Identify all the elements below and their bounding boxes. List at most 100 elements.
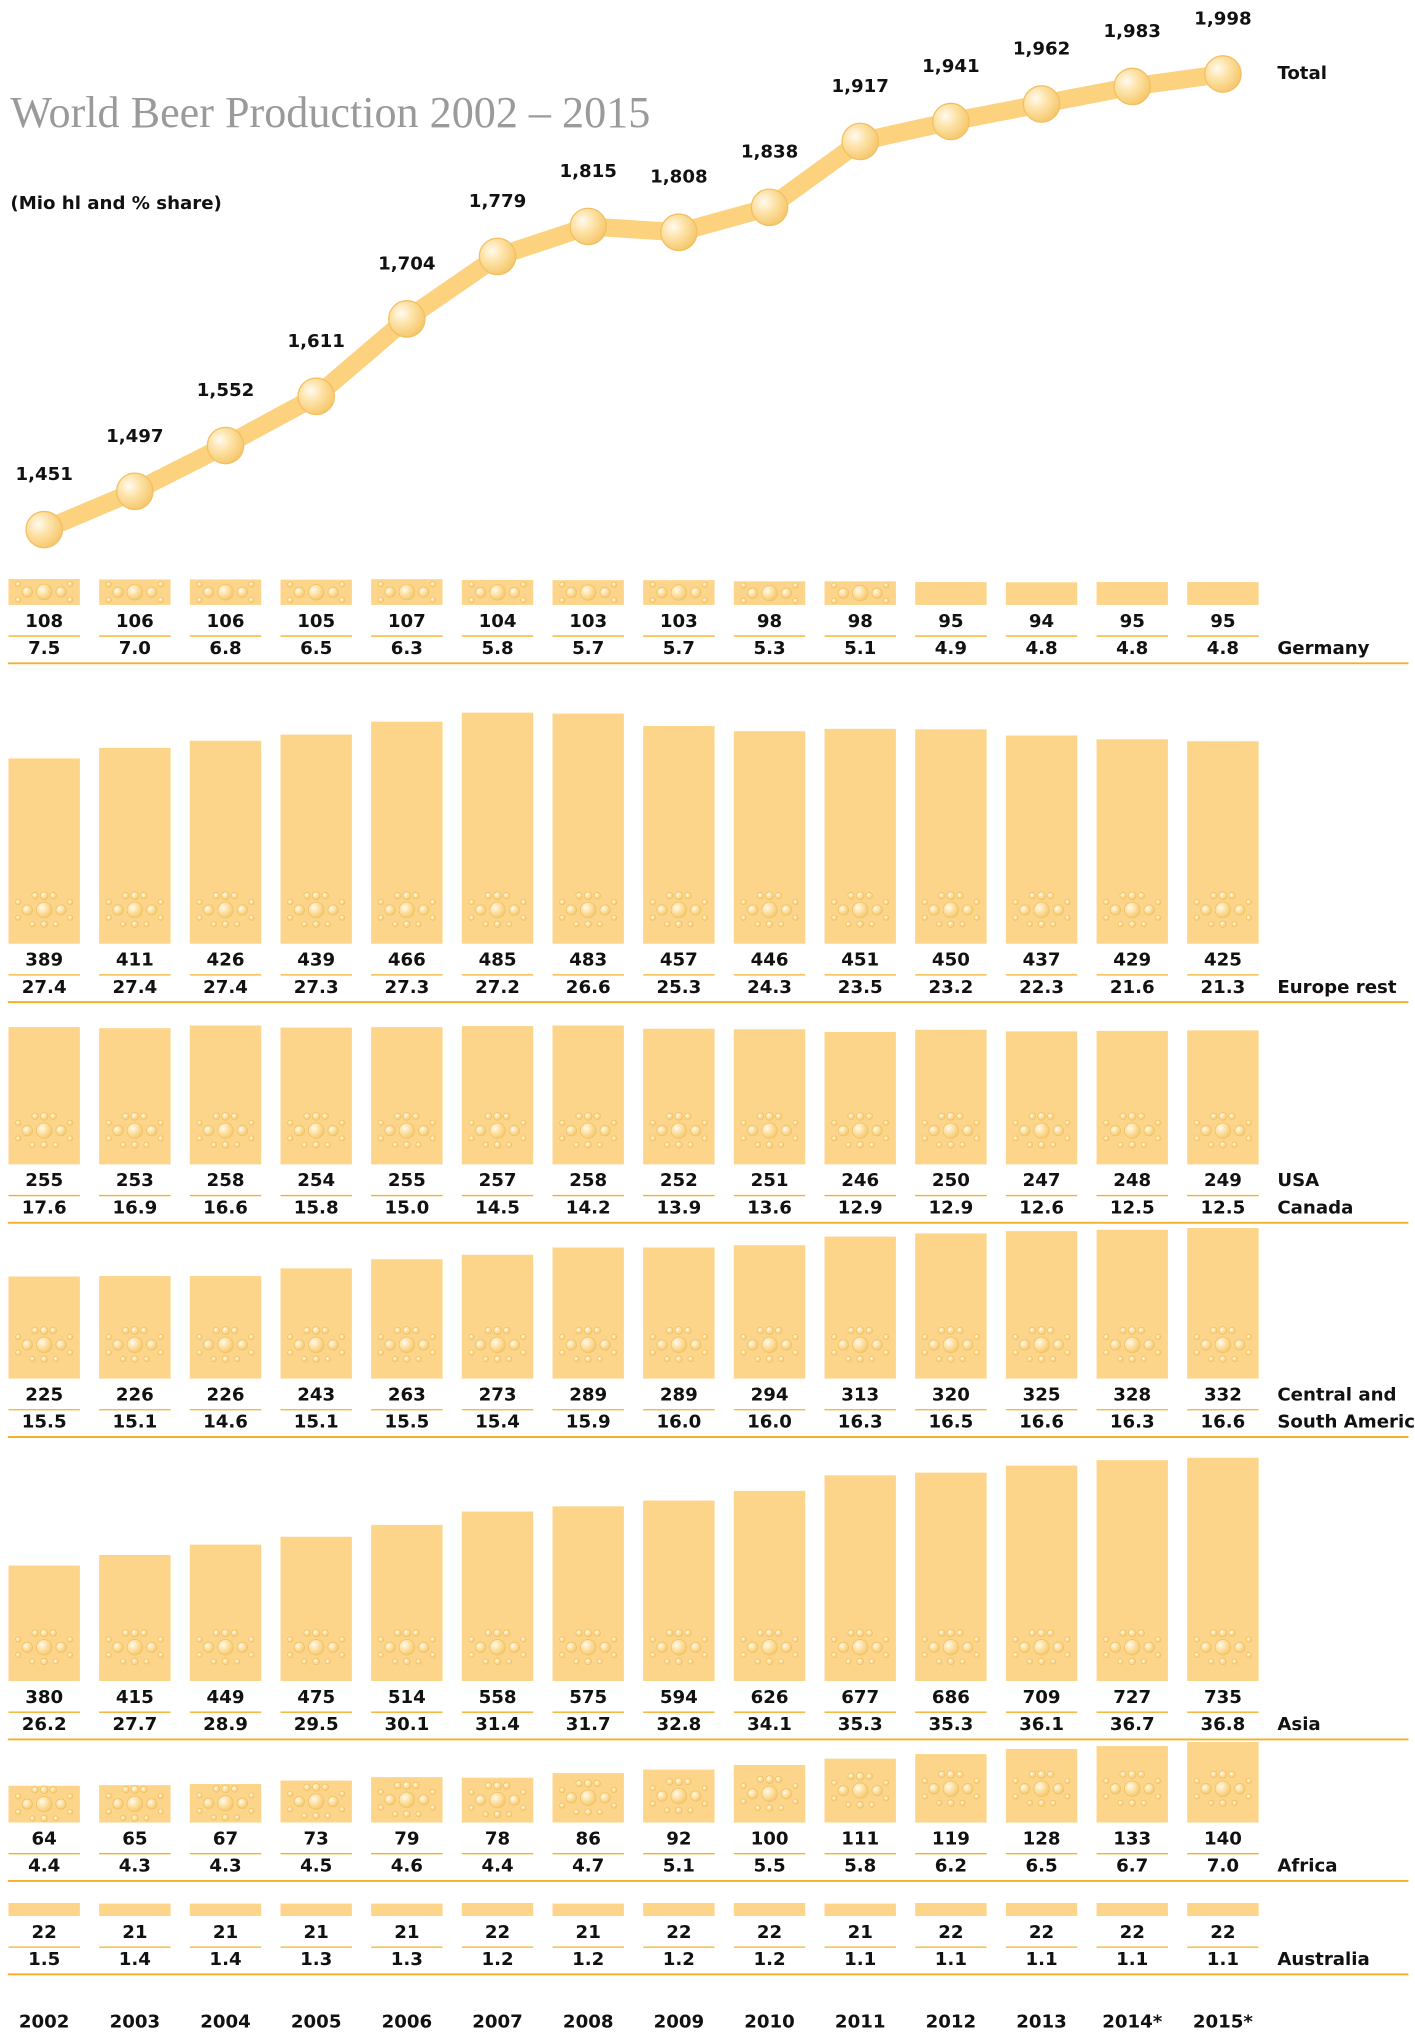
bubble [127, 584, 143, 600]
bubble [399, 1792, 415, 1808]
bubble [702, 598, 707, 603]
bubble [741, 915, 746, 920]
bubble [503, 1327, 509, 1333]
bubble [521, 1805, 526, 1810]
value-label: 247 [1023, 1170, 1061, 1191]
bubble [1194, 1350, 1199, 1355]
bubble [1128, 1629, 1136, 1637]
bubble [560, 1334, 565, 1339]
bubble [249, 582, 254, 587]
value-label: 249 [1204, 1170, 1242, 1191]
bubble [413, 1782, 419, 1788]
bubble [41, 921, 47, 927]
bubble [580, 1123, 596, 1139]
bubble [757, 1776, 763, 1782]
bubble [1110, 905, 1120, 915]
bubble [36, 584, 52, 600]
bubble [203, 1340, 213, 1350]
year-label: 2005 [291, 2011, 342, 2032]
bubble [1246, 1794, 1251, 1799]
value-label: 107 [388, 611, 426, 632]
bubble [231, 1630, 237, 1636]
bubble [963, 1784, 973, 1794]
bubble [41, 1815, 47, 1821]
bubble [857, 1802, 863, 1808]
bubble [235, 1815, 240, 1820]
bubble [231, 892, 237, 898]
bubble [929, 1125, 939, 1135]
subtitle: (Mio hl and % share) [10, 193, 221, 214]
bubble [288, 1637, 293, 1642]
bubble [1211, 1771, 1217, 1777]
bubble [294, 905, 304, 915]
bubble [832, 1780, 837, 1785]
bubble [838, 1642, 848, 1652]
total-point [117, 473, 153, 509]
bar [8, 1903, 79, 1916]
bubble [1194, 915, 1199, 920]
bar [734, 1903, 805, 1916]
bubble [793, 1350, 798, 1355]
bar [1006, 582, 1077, 605]
bubble [1128, 1327, 1136, 1335]
bubble [580, 1790, 596, 1806]
total-value-label: 1,451 [15, 464, 72, 485]
share-label: 27.4 [203, 977, 248, 998]
bubble [1138, 1113, 1144, 1119]
bubble [872, 1642, 882, 1652]
total-point [1023, 86, 1059, 122]
bubble [1201, 1340, 1211, 1350]
bubble [1219, 1112, 1227, 1120]
bubble [866, 1773, 872, 1779]
bubble [939, 1113, 945, 1119]
bubble [1047, 1327, 1053, 1333]
total-value-label: 1,998 [1194, 8, 1251, 29]
share-label: 15.0 [384, 1198, 429, 1219]
bubble [313, 1813, 319, 1819]
total-point [207, 427, 243, 463]
value-label: 289 [660, 1384, 698, 1405]
bubble [600, 1793, 610, 1803]
bubble [288, 915, 293, 920]
bubble [419, 1125, 429, 1135]
bubble [308, 1794, 324, 1810]
bubble [832, 1637, 837, 1642]
share-label: 15.1 [294, 1412, 339, 1433]
share-label: 25.3 [656, 977, 701, 998]
bubble [249, 597, 254, 602]
bubble [503, 1113, 509, 1119]
value-label: 313 [841, 1384, 879, 1405]
bubble [832, 1652, 837, 1657]
bubble [762, 1639, 778, 1655]
bubble [741, 1783, 746, 1788]
share-label: 5.7 [663, 638, 695, 659]
bubble [378, 1136, 383, 1141]
value-label: 594 [660, 1687, 698, 1708]
bubble [68, 1809, 73, 1814]
bubble [657, 1340, 667, 1350]
share-label: 4.5 [300, 1856, 332, 1877]
share-label: 4.9 [935, 638, 967, 659]
bubble [158, 1350, 163, 1355]
bubble [312, 1629, 320, 1637]
bubble [597, 1357, 602, 1362]
bubble [158, 1809, 163, 1814]
bubble [41, 1142, 47, 1148]
bubble [490, 1792, 506, 1808]
bubble [1013, 900, 1018, 905]
bubble [378, 597, 383, 602]
share-label: 12.9 [928, 1198, 973, 1219]
bubble [385, 1642, 395, 1652]
bubble [856, 1629, 864, 1637]
value-label: 677 [841, 1687, 879, 1708]
bubble [483, 922, 488, 927]
share-label: 27.3 [294, 977, 339, 998]
year-label: 2015* [1193, 2011, 1254, 2032]
bubble [211, 922, 216, 927]
share-label: 6.2 [935, 1856, 967, 1877]
bubble [378, 915, 383, 920]
bubble [41, 1658, 47, 1664]
bubble [494, 1658, 500, 1664]
value-label: 411 [116, 950, 154, 971]
bubble [237, 1798, 247, 1808]
